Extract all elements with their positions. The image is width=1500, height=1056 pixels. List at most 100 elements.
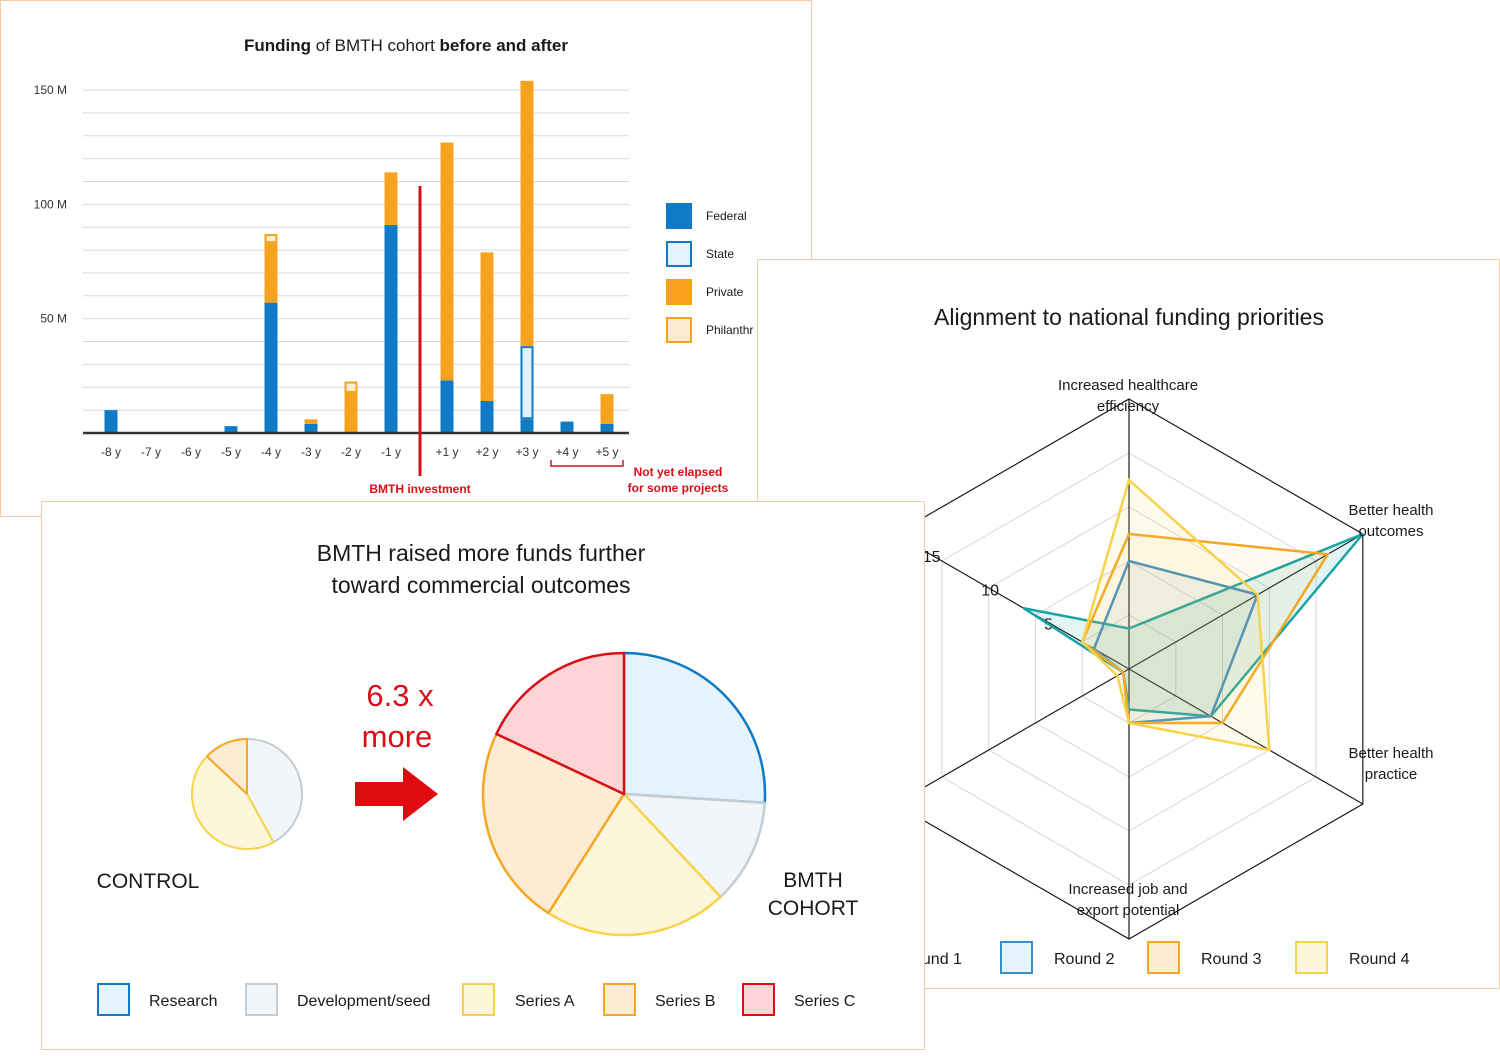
bar-xtick-label: +5 y [595,445,618,459]
radar-spoke [1128,533,1364,670]
bar-legend-label: Federal [706,209,747,223]
not-elapsed-label-line-1: Not yet elapsed [634,465,723,479]
bar-xtick-label: -4 y [261,445,281,459]
bar-segment-philanthropy [264,234,278,244]
bar-segment-federal [304,423,318,433]
pie-title-line-2: toward commercial outcomes [331,572,630,598]
radar-spoke [1128,668,1364,805]
right-arrow-icon [355,767,438,821]
bar-xtick-label: -3 y [301,445,321,459]
pie-legend-swatch [742,983,775,1016]
bar-segment-private [304,419,318,424]
bar-legend-swatch [666,241,692,267]
bar-segment-federal [264,304,278,433]
bar-ytick-label: 50 M [40,312,67,326]
investment-marker-label: BMTH investment [369,482,470,496]
bar-segment-federal [104,410,118,433]
cohort-label-line-1: BMTH [783,869,843,892]
radar-rtick-label: 10 [981,583,999,600]
cohort-pie-slice-series-c [495,651,626,796]
not-elapsed-label-line-2: for some projects [628,481,729,495]
bar-legend-label: Private [706,285,744,299]
bar-xtick-label: +3 y [515,445,538,459]
bar-segment-state [264,302,278,306]
not-elapsed-bracket [550,460,624,467]
bar-legend-swatch [666,279,692,305]
bar-legend-swatch [666,203,692,229]
radar-legend-label: Round 2 [1054,951,1115,968]
radar-legend-swatch [1147,941,1180,974]
bar-segment-philanthropy [344,381,358,393]
radar-axis-label: practice [1365,766,1418,783]
radar-legend-swatch [1000,941,1033,974]
funding-bar-chart-panel: Funding of BMTH cohort before and after … [0,0,812,517]
bar-xtick-label: +4 y [555,445,578,459]
bar-segment-private [264,243,278,303]
pie-legend-label: Series B [655,993,715,1010]
alignment-radar-chart: Alignment to national funding priorities… [894,304,1434,974]
radar-axis-label: Better health [1348,502,1433,519]
bar-segment-private [384,172,398,225]
radar-legend-label: Round 3 [1201,951,1262,968]
bar-title-part-2: before and after [440,36,569,55]
bar-segment-federal [440,380,454,433]
pie-title-line-1: BMTH raised more funds further [317,540,646,566]
radar-axis-label: efficiency [1097,398,1160,415]
bar-segment-federal [384,224,398,433]
bar-segment-private [480,252,494,401]
bar-segment-federal [480,403,494,433]
control-pie-slice-series-a [191,755,275,850]
radar-chart-title: Alignment to national funding priorities [934,304,1324,330]
bar-title-part-0: Funding [244,36,311,55]
multiplier-callout-line-1: 6.3 x [366,678,434,713]
cohort-label-line-2: COHORT [768,897,859,920]
bar-segment-federal [224,426,238,433]
funding-bar-chart: Funding of BMTH cohort before and after … [34,36,754,496]
bar-legend-swatch [666,317,692,343]
radar-legend-swatch [1295,941,1328,974]
pie-legend-swatch [603,983,636,1016]
radar-series-round-4 [1080,477,1271,752]
radar-axis-label: export potential [1077,902,1180,919]
bar-segment-state [480,400,494,404]
pie-legend-label: Research [149,993,217,1010]
bar-segment-private [600,394,614,424]
pie-legend-label: Development/seed [297,993,430,1010]
bar-segment-private [344,392,358,432]
pie-legend-swatch [462,983,495,1016]
bar-legend-label: State [706,247,734,261]
bar-segment-federal [520,419,534,433]
bar-xtick-label: -7 y [141,445,161,459]
bar-chart-title: Funding of BMTH cohort before and after [244,36,568,55]
bar-segment-federal [600,423,614,433]
bar-segment-federal [560,421,574,433]
bar-xtick-label: +1 y [435,445,458,459]
pie-legend-label: Series A [515,993,575,1010]
bar-xtick-label: -8 y [101,445,121,459]
radar-legend-label: Round 4 [1349,951,1410,968]
radar-axis-label: outcomes [1358,523,1423,540]
radar-series-round-1 [1023,532,1364,718]
funding-stage-pie-charts: BMTH raised more funds further toward co… [97,540,859,1016]
radar-spoke [894,668,1130,805]
pie-legend-swatch [97,983,130,1016]
pie-legend-label: Series C [794,993,855,1010]
bar-segment-state [520,346,534,420]
bar-xtick-label: -2 y [341,445,361,459]
pie-legend-swatch [245,983,278,1016]
multiplier-callout-line-2: more [362,719,433,754]
bar-ytick-label: 100 M [34,197,67,211]
control-label: CONTROL [97,870,200,893]
cohort-pie-slice-series-a [547,792,722,937]
radar-axis-label: Increased healthcare [1058,377,1198,394]
cohort-pie-slice-development-seed [622,792,766,899]
bar-xtick-label: +2 y [475,445,498,459]
pie-chart-panel: BMTH raised more funds further toward co… [41,501,925,1050]
bar-segment-private [440,142,454,381]
radar-axis-label: Increased job and [1068,881,1187,898]
bar-legend-label: Philanthr [706,323,753,337]
control-pie-slice-development-seed [246,738,303,844]
bar-segment-private [520,80,534,347]
bar-ytick-label: 150 M [34,83,67,97]
bar-title-part-1: of BMTH cohort [311,36,439,55]
